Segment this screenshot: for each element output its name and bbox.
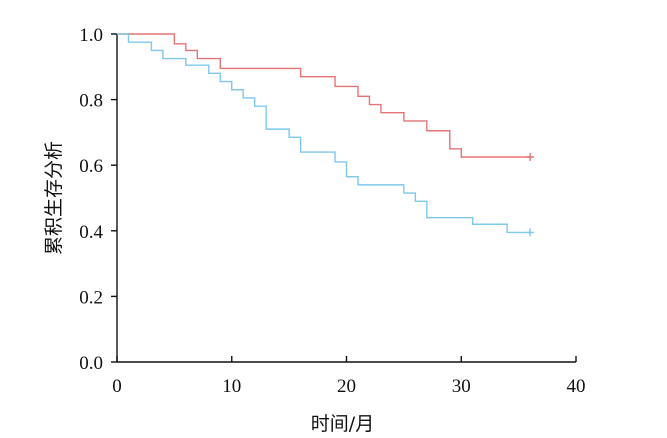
x-tick-label: 30 [452, 376, 471, 397]
x-tick-label: 40 [567, 376, 586, 397]
y-tick-label: 0.6 [79, 156, 103, 177]
km-series-2-line [117, 33, 531, 234]
x-axis-title: 时间/月 [311, 413, 374, 435]
axes: 0.0 0.2 0.4 0.6 0.8 1.0 0 10 20 30 40 [79, 25, 585, 397]
y-tick-label: 0.8 [79, 91, 103, 112]
x-tick-label: 10 [222, 376, 241, 397]
y-axis-title-group: 累积生存分析 [43, 141, 65, 255]
y-axis-title: 累积生存分析 [43, 141, 65, 255]
x-tick-label: 20 [337, 376, 356, 397]
x-tick-label: 0 [112, 376, 122, 397]
y-tick-label: 0.2 [79, 287, 103, 308]
km-series-1-line [117, 33, 531, 158]
y-tick-label: 0.0 [79, 353, 103, 374]
y-tick-label: 1.0 [79, 25, 103, 46]
y-tick-label: 0.4 [79, 222, 103, 243]
series-layer [117, 33, 535, 237]
